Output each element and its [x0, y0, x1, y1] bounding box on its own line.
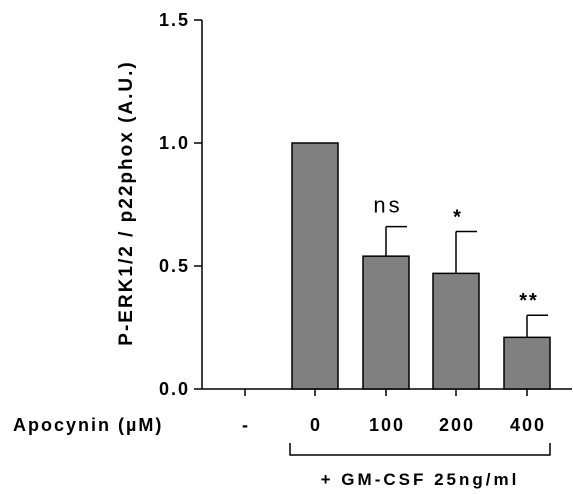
y-tick-label: 1.5: [159, 10, 190, 30]
significance-label: ns: [373, 193, 402, 218]
group-bracket: [289, 443, 551, 456]
y-axis: 0.0 0.5 1.0 1.5: [159, 10, 203, 399]
significance-annotations: ns ***: [373, 193, 539, 313]
x-axis-title: Apocynin (µM): [13, 415, 163, 435]
x-tick-label: 100: [369, 415, 405, 435]
group-label: + GM-CSF 25ng/ml: [321, 470, 520, 489]
x-tick-label: -: [242, 415, 250, 435]
bar: [432, 272, 480, 390]
error-bars: [385, 225, 548, 338]
significance-label: *: [453, 207, 463, 229]
x-tick-label: 400: [510, 415, 546, 435]
x-axis: - 0 100 200 400: [202, 388, 572, 435]
significance-label: **: [519, 290, 539, 312]
bar: [362, 255, 410, 390]
y-tick-label: 1.0: [159, 133, 190, 153]
x-tick-label: 0: [310, 415, 322, 435]
y-tick-label: 0.5: [159, 256, 190, 276]
bar: [503, 336, 551, 390]
bars: [291, 142, 551, 390]
bar: [291, 142, 339, 390]
y-axis-title: P-ERK1/2 / p22phox (A.U.): [116, 60, 137, 345]
x-tick-label: 200: [439, 415, 475, 435]
y-tick-label: 0.0: [159, 379, 190, 399]
